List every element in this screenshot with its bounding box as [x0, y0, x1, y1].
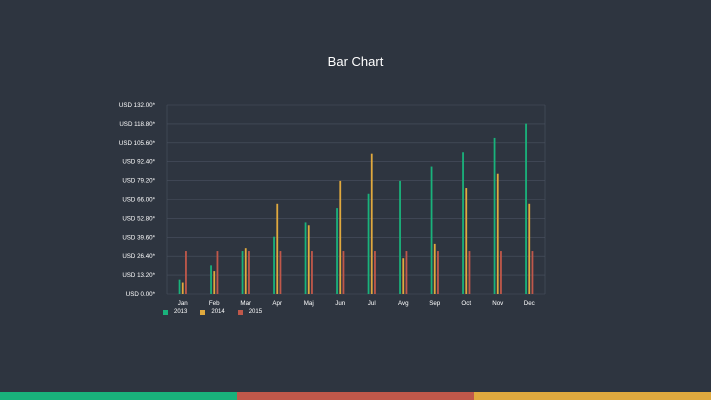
- bar-2013-Sep[interactable]: [430, 166, 433, 294]
- bar-2015-Apr[interactable]: [279, 251, 282, 294]
- legend-swatch-2014: [200, 309, 206, 315]
- x-tick-label: Sep: [429, 300, 441, 307]
- bar-2013-Avg[interactable]: [399, 180, 401, 294]
- bar-2013-Dec[interactable]: [525, 123, 527, 294]
- legend-item-2014[interactable]: 2014: [200, 309, 225, 315]
- legend-swatch-2015: [237, 309, 243, 315]
- bar-2015-Dec[interactable]: [531, 251, 534, 294]
- bar-2014-Jul[interactable]: [370, 153, 373, 294]
- bar-2015-Oct[interactable]: [468, 251, 471, 294]
- legend: 2013 2014 2015: [163, 309, 262, 315]
- bar-2013-Nov[interactable]: [493, 137, 496, 294]
- bars: [178, 123, 534, 294]
- bottom-bar-segment-red: [237, 392, 474, 400]
- bar-2013-Jul[interactable]: [367, 193, 370, 294]
- bar-2014-Oct[interactable]: [465, 188, 468, 294]
- bar-2014-Avg[interactable]: [402, 258, 405, 294]
- bottom-color-bar: [0, 392, 711, 400]
- x-tick-label: Nov: [492, 300, 504, 307]
- bar-2015-Avg[interactable]: [405, 251, 408, 294]
- x-tick-label: Oct: [461, 300, 471, 307]
- bar-2013-Maj[interactable]: [304, 222, 307, 294]
- legend-item-2013[interactable]: 2013: [163, 309, 187, 315]
- x-tick-label: Jul: [368, 300, 376, 307]
- bar-2015-Mar[interactable]: [248, 251, 250, 294]
- bar-2014-Maj[interactable]: [307, 225, 310, 294]
- bar-2014-Apr[interactable]: [276, 203, 279, 294]
- bar-2013-Mar[interactable]: [241, 251, 244, 294]
- legend-label-2013: 2013: [174, 309, 188, 315]
- y-tick-label: USD 79.20*: [122, 178, 155, 185]
- grid-lines: [166, 104, 546, 295]
- x-axis-tick-labels: Jan Feb Mar Apr Maj Jun Jul Avg Sep Oct Nov Dec: [178, 300, 535, 307]
- bar-2014-Feb[interactable]: [213, 271, 216, 294]
- legend-label-2014: 2014: [211, 309, 225, 315]
- x-tick-label: Dec: [524, 300, 535, 307]
- bar-2014-Sep[interactable]: [433, 243, 436, 294]
- bar-2013-Jan[interactable]: [178, 279, 181, 294]
- y-tick-label: USD 105.60*: [119, 140, 156, 147]
- bar-2013-Apr[interactable]: [273, 236, 275, 294]
- bar-2015-Jun[interactable]: [342, 251, 345, 294]
- legend-label-2015: 2015: [248, 309, 263, 315]
- bar-2014-Mar[interactable]: [244, 248, 247, 294]
- chart-title: Bar Chart: [327, 54, 384, 69]
- x-tick-label: Mar: [240, 300, 251, 307]
- x-tick-label: Feb: [209, 300, 220, 307]
- bar-2015-Jan[interactable]: [185, 251, 187, 294]
- y-tick-label: USD 13.20*: [122, 272, 155, 279]
- y-tick-label: USD 39.60*: [122, 234, 155, 241]
- bar-2015-Jul[interactable]: [374, 251, 376, 294]
- x-tick-label: Jan: [178, 300, 189, 307]
- bar-2014-Jun[interactable]: [339, 180, 342, 294]
- bar-2014-Jan[interactable]: [181, 282, 184, 294]
- x-tick-label: Jun: [335, 300, 346, 307]
- bottom-bar-segment-green: [0, 392, 237, 400]
- y-tick-label: USD 118.80*: [119, 121, 155, 128]
- y-tick-label: USD 0.00*: [126, 291, 156, 298]
- bar-2014-Dec[interactable]: [528, 203, 531, 294]
- x-tick-label: Apr: [272, 300, 282, 307]
- x-tick-label: Avg: [398, 300, 409, 307]
- y-axis-tick-labels: USD 0.00* USD 13.20* USD 26.40* USD 39.60* U…: [119, 102, 156, 298]
- y-tick-label: USD 66.00*: [122, 197, 155, 204]
- bar-2014-Nov[interactable]: [496, 173, 499, 294]
- legend-item-2015[interactable]: 2015: [237, 309, 263, 315]
- x-tick-label: Maj: [304, 300, 314, 307]
- bar-2015-Feb[interactable]: [216, 251, 219, 294]
- bar-2013-Feb[interactable]: [210, 265, 212, 294]
- y-tick-label: USD 92.40*: [122, 159, 155, 166]
- bar-2015-Nov[interactable]: [500, 251, 502, 294]
- bar-2013-Oct[interactable]: [462, 152, 464, 294]
- y-tick-label: USD 52.80*: [122, 215, 155, 222]
- y-tick-label: USD 26.40*: [122, 253, 155, 260]
- bar-2013-Jun[interactable]: [336, 208, 338, 294]
- bar-2015-Sep[interactable]: [437, 251, 439, 294]
- y-tick-label: USD 132.00*: [119, 102, 156, 109]
- bar-2015-Maj[interactable]: [311, 251, 313, 294]
- bottom-bar-segment-yellow: [474, 392, 711, 400]
- legend-swatch-2013: [163, 309, 168, 315]
